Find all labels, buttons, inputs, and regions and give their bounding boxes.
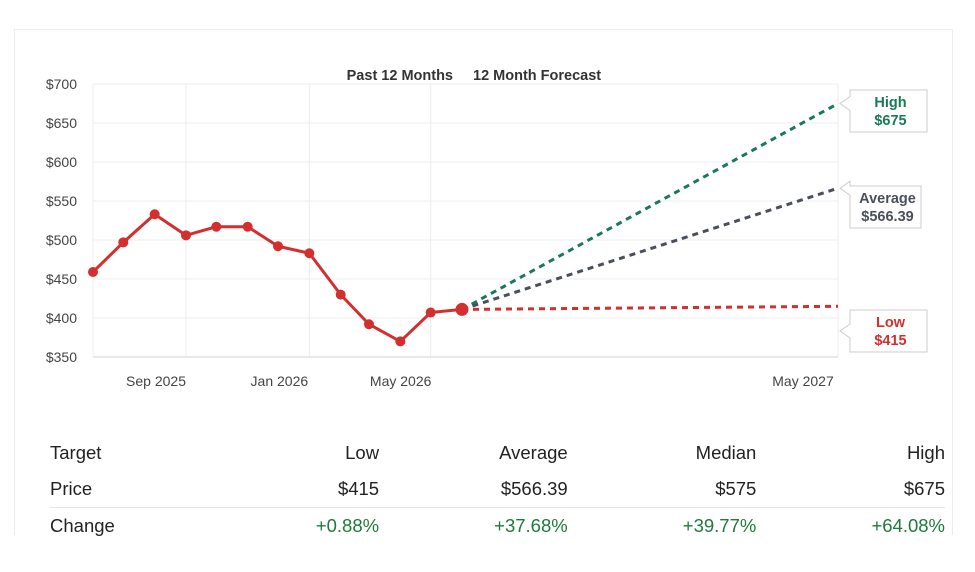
forecast-label-average: Average $566.39 <box>839 180 922 229</box>
x-tick-label: Jan 2026 <box>251 373 309 389</box>
forecast-line-low <box>461 304 839 311</box>
history-point <box>425 307 436 318</box>
history-point <box>181 230 192 241</box>
header-median: Median <box>695 442 757 463</box>
y-tick-label: $350 <box>46 349 77 365</box>
history-point <box>149 209 160 220</box>
header-high: High <box>906 442 945 463</box>
change-low: +0.88% <box>315 515 380 536</box>
history-line <box>91 212 463 343</box>
forecast-label-high: High $675 <box>839 89 928 133</box>
history-point <box>88 266 98 277</box>
forecast-label-value: $675 <box>874 113 906 129</box>
row-label-change: Change <box>50 515 115 536</box>
price-average: $566.39 <box>500 478 568 499</box>
table-row: Change +0.88% +37.68% +39.77% +64.08% <box>50 508 945 545</box>
price-median: $575 <box>715 478 757 499</box>
table-header-row: Target Low Average Median High <box>50 435 945 471</box>
header-target: Target <box>50 442 102 463</box>
y-tick-label: $400 <box>46 310 77 326</box>
forecast-label-name: Average <box>859 191 916 207</box>
change-high: +64.08% <box>871 515 945 536</box>
forecast-label-box <box>839 309 928 353</box>
history-point <box>363 319 374 330</box>
x-tick-label: May 2026 <box>370 373 432 389</box>
forecast-label-name: High <box>874 95 906 111</box>
history-point <box>395 336 406 347</box>
change-average: +37.68% <box>494 515 568 536</box>
forecast-label-low: Low $415 <box>839 309 928 353</box>
y-tick-label: $450 <box>46 271 77 287</box>
y-tick-label: $500 <box>46 232 77 248</box>
y-tick-label: $650 <box>46 115 77 131</box>
change-median: +39.77% <box>682 515 757 536</box>
x-tick-label: May 2027 <box>772 373 834 389</box>
forecast-label-value: $566.39 <box>861 209 913 225</box>
history-point <box>242 221 253 232</box>
header-past-label: Past 12 Months <box>347 68 453 84</box>
row-label-price: Price <box>50 478 93 499</box>
forecast-table: Target Low Average Median High Price $41… <box>50 435 945 544</box>
header-average: Average <box>499 442 568 463</box>
forecast-label-box <box>839 180 922 229</box>
history-point <box>304 248 315 259</box>
y-tick-label: $550 <box>46 193 77 209</box>
table-row: Price $415 $566.39 $575 $675 <box>50 471 945 508</box>
forecast-label-box <box>839 89 928 133</box>
header-forecast-label: 12 Month Forecast <box>473 68 601 84</box>
forecast-card: $700 $650 $600 $550 $500 $450 $400 $350 Sep 2025… <box>14 29 953 536</box>
header-low: Low <box>345 442 380 463</box>
history-point <box>118 237 129 248</box>
y-tick-label: $700 <box>46 76 77 92</box>
forecast-label-name: Low <box>876 315 906 331</box>
price-high: $675 <box>903 478 945 499</box>
history-point <box>273 241 284 252</box>
price-low: $415 <box>337 478 380 499</box>
y-tick-label: $600 <box>46 154 77 170</box>
history-point-current <box>455 302 469 316</box>
history-point <box>335 289 346 300</box>
forecast-line-high <box>461 102 839 311</box>
x-tick-label: Sep 2025 <box>126 373 186 389</box>
price-forecast-chart: $700 $650 $600 $550 $500 $450 $400 $350 Sep 2025… <box>46 68 928 389</box>
forecast-label-value: $415 <box>874 333 906 349</box>
history-point <box>211 221 222 232</box>
